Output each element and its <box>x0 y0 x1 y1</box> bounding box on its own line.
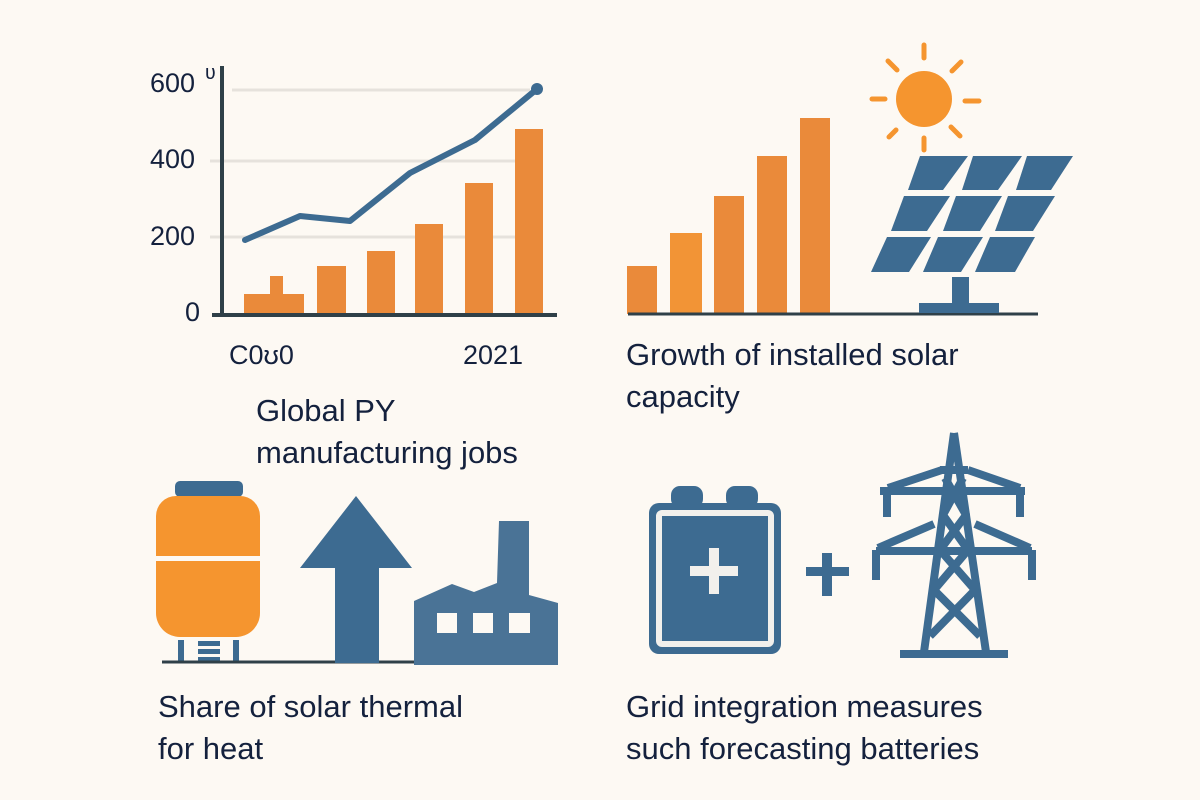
y-tick-mark: ʋ <box>205 62 216 84</box>
bar-1 <box>244 294 304 314</box>
plus-icon <box>806 553 849 596</box>
bar-2 <box>317 266 346 314</box>
transmission-tower-icon <box>872 432 1036 658</box>
trend-endpoint <box>531 83 543 95</box>
cap-bar-5 <box>800 118 830 314</box>
capacity-caption-line2: capacity <box>626 379 740 414</box>
jobs-chart <box>210 66 557 317</box>
water-tank-icon <box>156 481 260 662</box>
bar-6 <box>515 129 543 314</box>
thermal-caption: Share of solar thermal for heat <box>158 686 463 770</box>
jobs-trend-line <box>242 86 540 243</box>
bar-4 <box>415 224 443 314</box>
jobs-caption-line2: manufacturing jobs <box>256 435 518 470</box>
y-tick-200: 200 <box>149 221 195 251</box>
y-tick-0: 0 <box>184 297 200 327</box>
bar-1-step <box>270 276 283 296</box>
cap-bar-4 <box>757 156 787 314</box>
cap-bar-2 <box>670 233 702 314</box>
bar-3 <box>367 251 395 314</box>
x-label-end: 2021 <box>463 340 524 370</box>
x-label-start: C0ʊ0 <box>229 340 294 370</box>
factory-icon <box>414 521 558 665</box>
jobs-bars <box>244 129 543 314</box>
capacity-chart <box>627 118 1038 316</box>
sun-icon <box>869 42 982 153</box>
jobs-caption: Global PY manufacturing jobs <box>256 390 518 474</box>
y-tick-600: 600 <box>149 68 195 98</box>
y-tick-400: 400 <box>149 144 195 174</box>
bar-5 <box>465 183 493 314</box>
jobs-caption-line1: Global PY <box>256 393 396 428</box>
grid-caption: Grid integration measures such forecasti… <box>626 686 983 770</box>
battery-icon <box>649 486 781 654</box>
cap-bar-3 <box>714 196 744 314</box>
up-arrow-icon <box>300 496 412 663</box>
grid-caption-line2: such forecasting batteries <box>626 731 980 766</box>
grid-caption-line1: Grid integration measures <box>626 689 983 724</box>
capacity-caption: Growth of installed solar capacity <box>626 334 959 418</box>
capacity-caption-line1: Growth of installed solar <box>626 337 959 372</box>
thermal-caption-line2: for heat <box>158 731 264 766</box>
thermal-caption-line1: Share of solar thermal <box>158 689 463 724</box>
solar-panel-icon <box>871 156 1073 313</box>
cap-bar-1 <box>627 266 657 314</box>
